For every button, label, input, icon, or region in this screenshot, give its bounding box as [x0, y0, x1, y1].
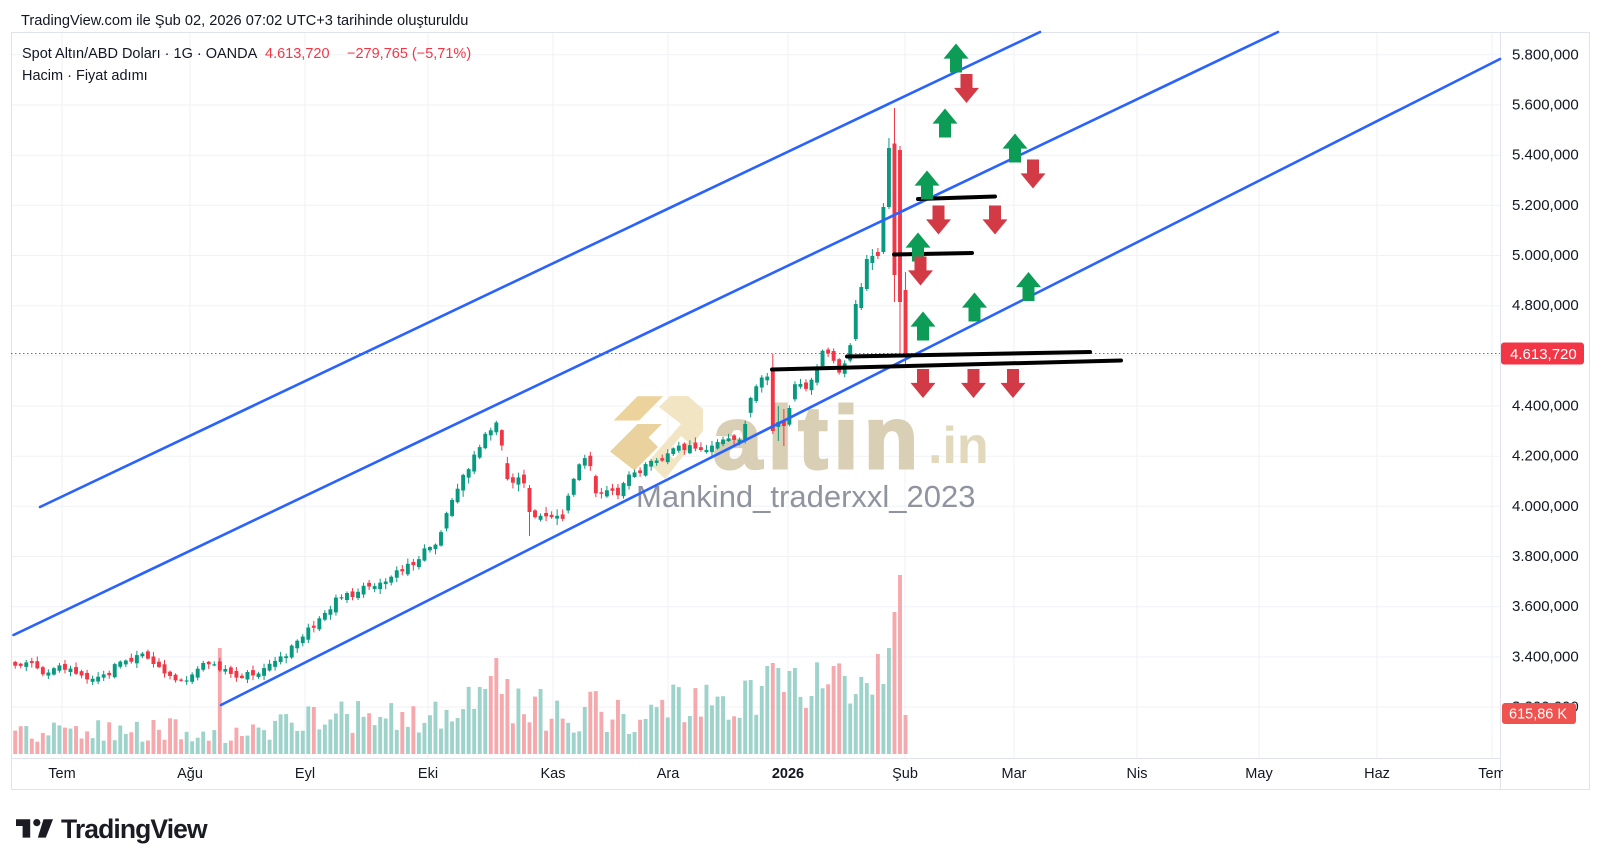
svg-text:Ara: Ara — [657, 766, 681, 782]
svg-text:3.800,000: 3.800,000 — [1512, 548, 1579, 565]
svg-text:Eyl: Eyl — [295, 766, 315, 782]
svg-text:5.200,000: 5.200,000 — [1512, 197, 1579, 214]
svg-text:.in: .in — [928, 417, 989, 475]
svg-text:2026: 2026 — [772, 766, 804, 782]
svg-text:Hacim · Fiyat adımı: Hacim · Fiyat adımı — [22, 68, 148, 84]
svg-text:TradingView: TradingView — [61, 814, 208, 844]
svg-text:Ağu: Ağu — [177, 766, 203, 782]
svg-text:Nis: Nis — [1127, 766, 1148, 782]
svg-text:Haz: Haz — [1364, 766, 1390, 782]
svg-text:Mankind_traderxxl_2023: Mankind_traderxxl_2023 — [636, 479, 976, 514]
svg-text:Eki: Eki — [418, 766, 438, 782]
svg-text:4.200,000: 4.200,000 — [1512, 448, 1579, 465]
svg-text:5.600,000: 5.600,000 — [1512, 97, 1579, 114]
svg-text:5.800,000: 5.800,000 — [1512, 46, 1579, 63]
svg-text:Şub: Şub — [892, 766, 918, 782]
svg-text:3.600,000: 3.600,000 — [1512, 598, 1579, 615]
svg-text:615,86 K: 615,86 K — [1509, 707, 1567, 723]
svg-text:Mar: Mar — [1002, 766, 1027, 782]
svg-text:5.400,000: 5.400,000 — [1512, 147, 1579, 164]
svg-text:TradingView.com ile Şub 02, 20: TradingView.com ile Şub 02, 2026 07:02 U… — [21, 13, 468, 29]
svg-text:Tem: Tem — [48, 766, 75, 782]
svg-text:Tem: Tem — [1478, 766, 1505, 782]
svg-text:5.000,000: 5.000,000 — [1512, 247, 1579, 264]
svg-text:3.400,000: 3.400,000 — [1512, 648, 1579, 665]
svg-text:4.613,720: 4.613,720 — [265, 46, 330, 62]
svg-text:May: May — [1245, 766, 1273, 782]
svg-text:4.800,000: 4.800,000 — [1512, 297, 1579, 314]
svg-text:4.613,720: 4.613,720 — [1510, 346, 1577, 363]
svg-text:Kas: Kas — [541, 766, 566, 782]
svg-text:−279,765 (−5,71%): −279,765 (−5,71%) — [347, 46, 471, 62]
svg-text:4.000,000: 4.000,000 — [1512, 498, 1579, 515]
svg-text:Spot Altın/ABD Doları · 1G · O: Spot Altın/ABD Doları · 1G · OANDA — [22, 46, 258, 62]
svg-text:4.400,000: 4.400,000 — [1512, 398, 1579, 415]
